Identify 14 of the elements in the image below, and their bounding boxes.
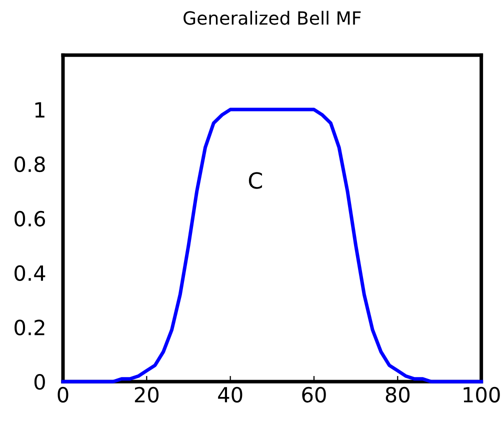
chart-title: Generalized Bell MF (184, 10, 361, 25)
annotation: C (248, 172, 262, 189)
x-tick-label: 20 (134, 386, 159, 403)
y-tick-label: 0.6 (14, 210, 46, 227)
x-tick-label: 60 (302, 386, 326, 403)
x-tick-label: 40 (218, 386, 242, 403)
y-tick-label: 0.2 (14, 320, 44, 336)
y-tick-label: 1 (35, 102, 44, 118)
x-tick-label: 80 (386, 386, 410, 403)
y-tick-label: 0 (34, 374, 45, 390)
y-tick-label: 0.4 (14, 265, 46, 281)
x-tick-label: 100 (464, 386, 500, 403)
y-tick-label: 0.8 (14, 156, 45, 172)
x-tick-label: 0 (58, 386, 68, 403)
